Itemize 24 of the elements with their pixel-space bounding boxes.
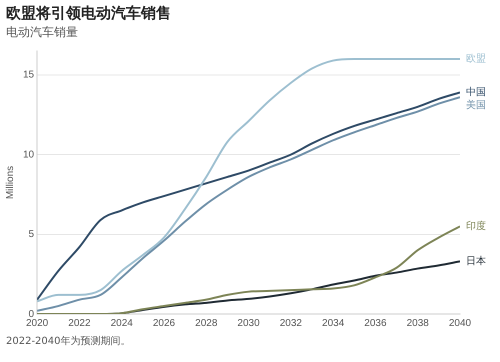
x-tick-label: 2024	[110, 318, 134, 329]
x-tick-label: 2036	[364, 318, 387, 329]
y-tick-label: 15	[23, 70, 35, 81]
y-axis-title: Millions	[4, 166, 16, 200]
chart-subtitle: 电动汽车销量	[6, 24, 78, 41]
x-tick-label: 2032	[280, 318, 302, 329]
series-label: 印度	[466, 220, 486, 232]
chart-title: 欧盟将引领电动汽车销售	[6, 4, 171, 23]
x-tick-label: 2026	[152, 318, 176, 329]
text: 2022-2040年为预测期间。	[6, 334, 131, 348]
series-label: 中国	[466, 86, 486, 98]
series-label: 日本	[466, 254, 486, 267]
x-tick-label: 2022	[68, 318, 91, 329]
y-tick-label: 10	[23, 149, 35, 160]
series-label: 欧盟	[466, 52, 486, 65]
x-tick-label: 2028	[195, 318, 218, 329]
x-tick-label: 2030	[237, 318, 260, 329]
x-tick-label: 2038	[406, 318, 430, 329]
series-label: 美国	[466, 99, 486, 112]
x-tick-label: 2020	[26, 318, 49, 329]
x-tick-label: 2040	[448, 318, 472, 329]
x-tick-label: 2034	[322, 318, 345, 329]
y-tick-label: 0	[28, 308, 35, 320]
y-tick-label: 5	[28, 229, 35, 240]
